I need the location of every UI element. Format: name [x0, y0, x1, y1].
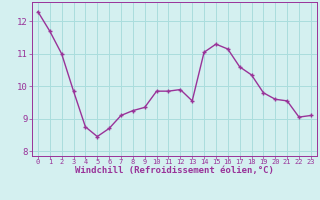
X-axis label: Windchill (Refroidissement éolien,°C): Windchill (Refroidissement éolien,°C)	[75, 166, 274, 175]
